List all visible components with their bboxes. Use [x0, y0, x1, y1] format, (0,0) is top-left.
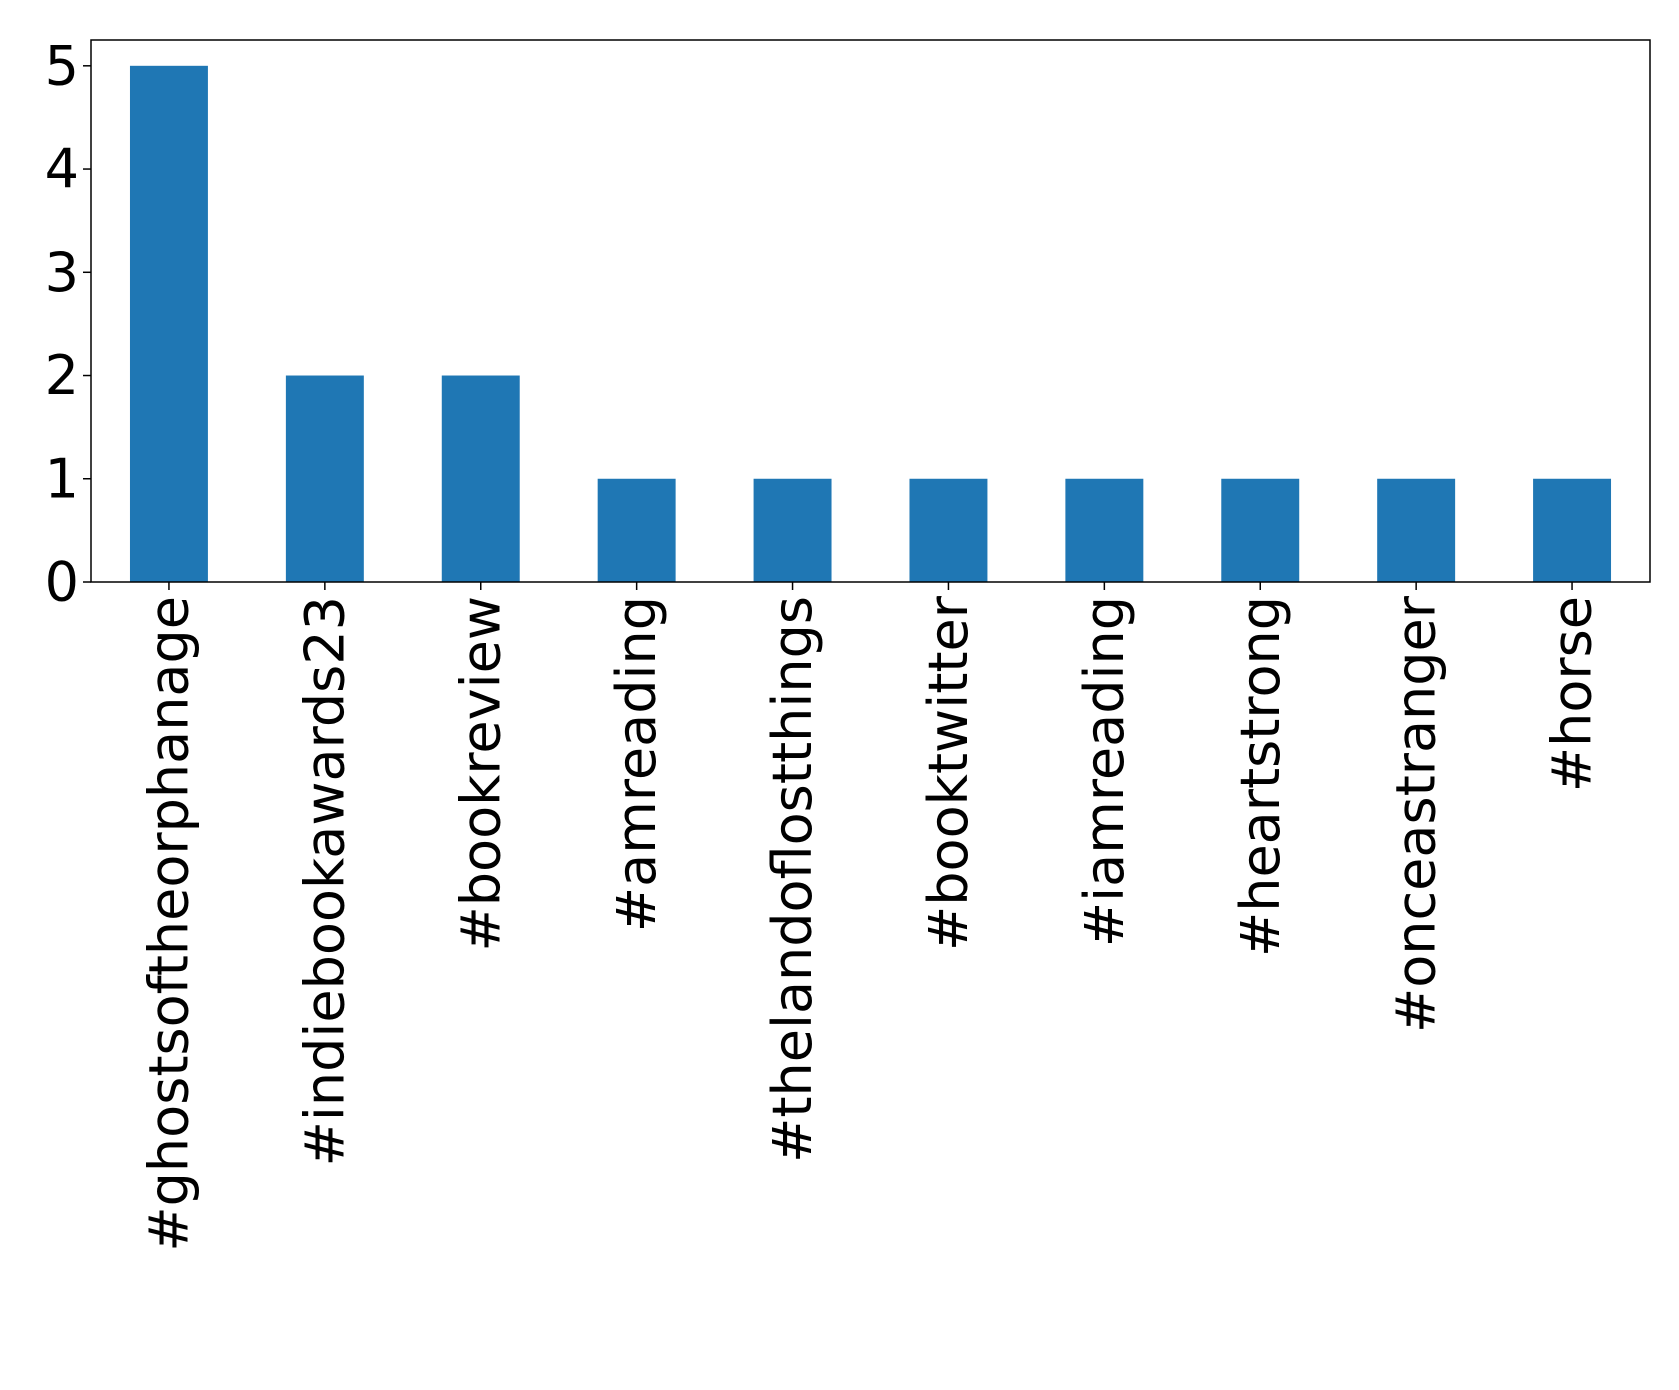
bar [285, 375, 364, 582]
y-axis: 0 1 2 3 4 5 [45, 34, 91, 614]
x-tick-label: #iamreading [1073, 596, 1136, 947]
x-tick-label: #horse [1541, 596, 1604, 792]
x-tick-label: #bookreview [449, 596, 512, 951]
y-tick-label: 4 [45, 138, 79, 201]
x-tick-label: #ghostsoftheorphanage [137, 596, 200, 1252]
bars-layer [129, 65, 1612, 582]
bar [1377, 478, 1456, 582]
x-tick-label: #onceastranger [1385, 595, 1448, 1033]
bar [753, 478, 832, 582]
bar [441, 375, 520, 582]
x-tick-label: #indiebookawards23 [293, 596, 356, 1166]
y-tick-label: 0 [45, 551, 79, 614]
bar [597, 478, 676, 582]
x-tick-label: #booktwitter [917, 595, 980, 951]
y-tick-label: 3 [45, 241, 79, 304]
bar [1065, 478, 1144, 582]
bar [909, 478, 988, 582]
x-tick-label: #heartstrong [1229, 596, 1292, 957]
y-tick-label: 2 [45, 344, 79, 407]
y-tick-label: 5 [45, 34, 79, 97]
y-tick-label: 1 [45, 447, 79, 510]
x-tick-label: #thelandoflostthings [761, 596, 824, 1163]
plot-frame [90, 39, 1651, 583]
bar [1221, 478, 1300, 582]
bar [1533, 478, 1612, 582]
x-tick-label: #amreading [605, 596, 668, 932]
bar [129, 65, 208, 582]
x-axis: #ghostsoftheorphanage #indiebookawards23 #… [137, 582, 1604, 1252]
